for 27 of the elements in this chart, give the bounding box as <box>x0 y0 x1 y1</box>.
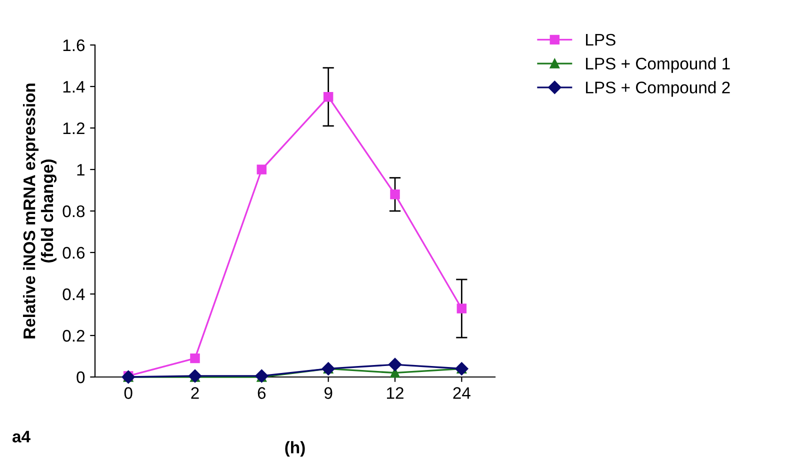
point <box>323 92 334 102</box>
point <box>390 190 400 200</box>
y-tick-label: 0.8 <box>62 205 85 218</box>
x-tick-label: 6 <box>258 387 266 399</box>
x-tick-label: 24 <box>453 387 470 399</box>
x-axis-title: (h) <box>285 441 305 457</box>
point <box>456 304 467 314</box>
y-tick-label: 0 <box>76 371 85 384</box>
point <box>190 353 200 364</box>
legend-label: LPS + Compound 1 <box>586 57 730 73</box>
x-tick-label: 0 <box>124 387 132 399</box>
x-tick-label: 9 <box>324 387 332 399</box>
x-tick-label: 2 <box>191 387 199 399</box>
y-tick-label: 1 <box>77 164 84 176</box>
y-tick-label: 0.4 <box>62 288 85 300</box>
x-tick-label: 12 <box>387 387 404 399</box>
y-tick-label: 0.6 <box>62 246 85 259</box>
y-tick-label: 1.6 <box>63 39 85 52</box>
point <box>256 164 267 174</box>
legend-label: LPS + Compound 2 <box>586 81 730 97</box>
y-tick-label: 1.2 <box>63 122 84 134</box>
point <box>388 358 402 372</box>
y-axis-title: Relative iNOS mRNA expression (fold change) <box>22 84 57 338</box>
text: a4 <box>12 430 30 442</box>
y-tick-label: 1.4 <box>63 81 85 93</box>
y-tick-label: 0.2 <box>62 330 84 342</box>
legend-label: LPS <box>586 34 616 46</box>
